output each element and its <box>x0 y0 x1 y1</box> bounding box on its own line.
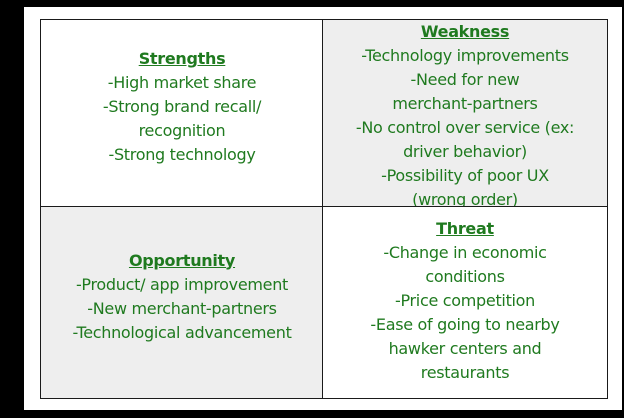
opportunity-item: -Technological advancement <box>72 322 292 342</box>
strengths-item: -Strong brand recall/ <box>102 97 262 116</box>
opportunity-item: -Product/ app improvement <box>75 274 289 294</box>
threat-item: hawker centers and <box>388 339 542 358</box>
opportunity-title: Opportunity <box>128 250 236 270</box>
weakness-quadrant: Weakness -Technology improvements -Need … <box>322 19 608 208</box>
strengths-quadrant: Strengths -High market share -Strong bra… <box>40 19 324 208</box>
swot-canvas: Strengths -High market share -Strong bra… <box>24 7 622 410</box>
threat-item: conditions <box>425 267 505 286</box>
weakness-title: Weakness <box>420 22 510 41</box>
strengths-title: Strengths <box>138 49 226 68</box>
weakness-item: -Need for new <box>410 70 520 89</box>
weakness-item: driver behavior) <box>403 142 527 161</box>
threat-item: -Change in economic <box>383 243 547 262</box>
threat-quadrant: Threat -Change in economic conditions -P… <box>322 206 608 399</box>
strengths-item: -High market share <box>107 73 257 92</box>
weakness-item: -Possibility of poor UX <box>381 166 549 185</box>
opportunity-item: -New merchant-partners <box>87 298 277 318</box>
strengths-item: recognition <box>138 121 226 140</box>
weakness-item: (wrong order) <box>412 190 518 208</box>
weakness-item: -No control over service (ex: <box>355 118 575 137</box>
weakness-item: -Technology improvements <box>361 46 569 65</box>
weakness-item: merchant-partners <box>392 94 538 113</box>
threat-title: Threat <box>436 219 494 238</box>
threat-item: -Price competition <box>394 291 536 310</box>
strengths-item: -Strong technology <box>108 145 256 164</box>
opportunity-quadrant: Opportunity -Product/ app improvement -N… <box>40 206 324 399</box>
threat-item: restaurants <box>420 363 510 382</box>
threat-item: -Ease of going to nearby <box>370 315 560 334</box>
